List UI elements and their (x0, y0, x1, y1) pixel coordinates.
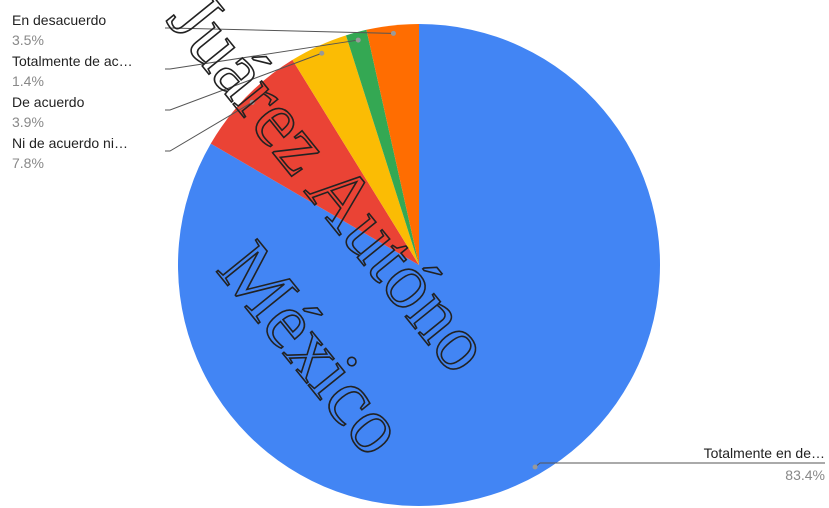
leader-line (534, 462, 825, 468)
pie-slice (292, 35, 419, 266)
slice-value: 7.8% (12, 155, 44, 171)
leader-dot (355, 37, 361, 43)
leader-line (165, 39, 359, 70)
leader-line (165, 101, 253, 152)
pie-slice (210, 59, 419, 265)
slice-value: 3.5% (12, 32, 44, 48)
leader-dot (319, 50, 325, 56)
slice-label: En desacuerdo (12, 12, 106, 28)
pie-slice (366, 24, 419, 265)
slice-label: Totalmente de ac… (12, 53, 133, 69)
leader-dot (532, 464, 538, 470)
leader-dot (249, 99, 255, 105)
slice-value: 1.4% (12, 73, 44, 89)
slice-value: 3.9% (12, 114, 44, 130)
leader-line (165, 27, 394, 34)
leader-dot (390, 30, 396, 36)
slice-label: De acuerdo (12, 94, 85, 110)
slice-label: Ni de acuerdo ni… (12, 135, 128, 151)
slice-value: 83.4% (785, 467, 825, 483)
slice-label: Totalmente en de… (704, 445, 825, 461)
leader-line (165, 52, 322, 111)
pie-slice (345, 29, 419, 265)
